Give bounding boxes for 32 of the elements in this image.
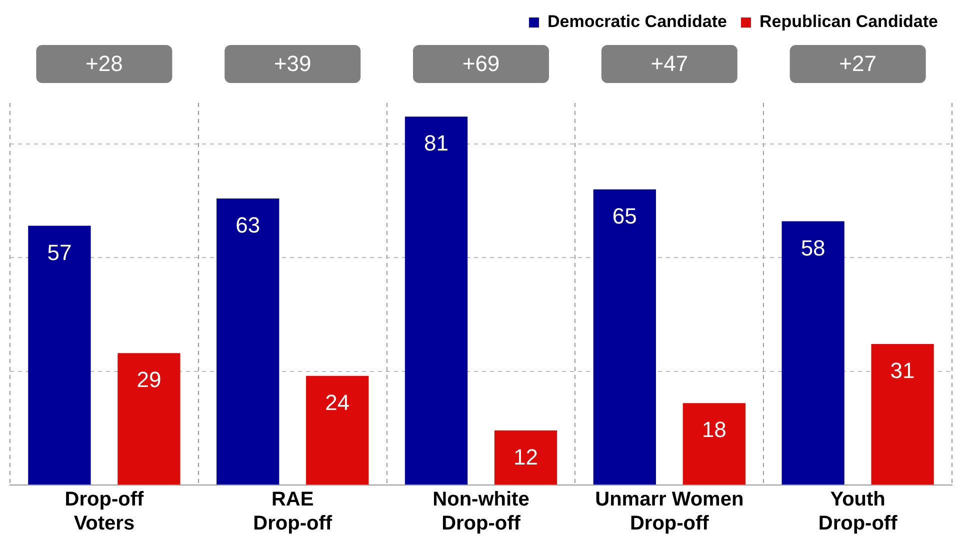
x-tick-label: Unmarr Women Drop-off xyxy=(595,488,744,535)
bar xyxy=(871,344,934,484)
legend-label: Democratic Candidate xyxy=(547,12,727,32)
text: +39 xyxy=(274,51,312,76)
x-tick-label: RAE Drop-off xyxy=(253,488,332,535)
bar xyxy=(682,403,746,484)
data-label: 65 xyxy=(612,203,637,228)
data-label: 63 xyxy=(236,212,260,238)
x-tick-label: Drop-off Voters xyxy=(64,488,144,535)
bar xyxy=(28,226,91,484)
bar xyxy=(782,221,844,484)
data-label: 58 xyxy=(800,235,826,260)
bar xyxy=(306,376,369,484)
x-tick-label: Youth Drop-off xyxy=(818,488,898,535)
data-label: 29 xyxy=(136,367,162,392)
data-label: 18 xyxy=(702,417,726,442)
data-label: 81 xyxy=(424,130,448,156)
bar xyxy=(404,116,468,484)
bar xyxy=(118,353,180,484)
legend-label: Republican Candidate xyxy=(759,12,938,32)
text: +27 xyxy=(839,51,876,76)
x-tick-label: Non-white Drop-off xyxy=(432,488,530,535)
data-label: 31 xyxy=(890,358,915,384)
data-label: 12 xyxy=(514,444,538,470)
data-label: 24 xyxy=(325,390,350,415)
data-label: 57 xyxy=(47,240,72,265)
text: +28 xyxy=(86,51,123,76)
text: +47 xyxy=(650,51,688,76)
bar xyxy=(494,430,558,484)
text: +69 xyxy=(462,51,500,76)
bar xyxy=(216,198,280,484)
bar xyxy=(593,189,656,484)
